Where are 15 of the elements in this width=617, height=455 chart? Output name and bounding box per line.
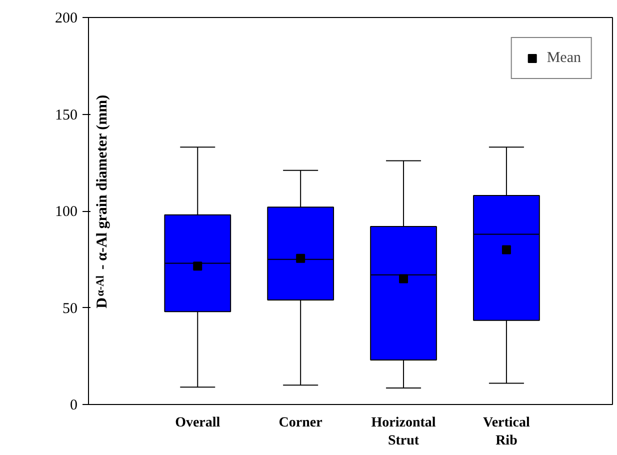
- point: [502, 245, 511, 254]
- y-tick-label: 200: [55, 10, 78, 26]
- y-tick-label: 100: [55, 204, 78, 220]
- legend-label: Mean: [546, 50, 581, 66]
- y-tick-label: 150: [55, 107, 78, 124]
- x-tick-label: Horizontal Strut: [371, 416, 436, 448]
- x-tick-label: Corner: [278, 416, 322, 430]
- x-tick-label: Vertical Rib: [483, 416, 530, 448]
- point: [296, 254, 306, 263]
- point: [399, 274, 408, 284]
- y-tick-label: 0: [70, 398, 78, 414]
- point: [193, 262, 202, 271]
- y-axis-title: Dα-Al - α-Al grain diameter (mm): [94, 94, 110, 308]
- x-tick-label: Overall: [175, 416, 220, 430]
- y-tick-label: 50: [62, 300, 78, 317]
